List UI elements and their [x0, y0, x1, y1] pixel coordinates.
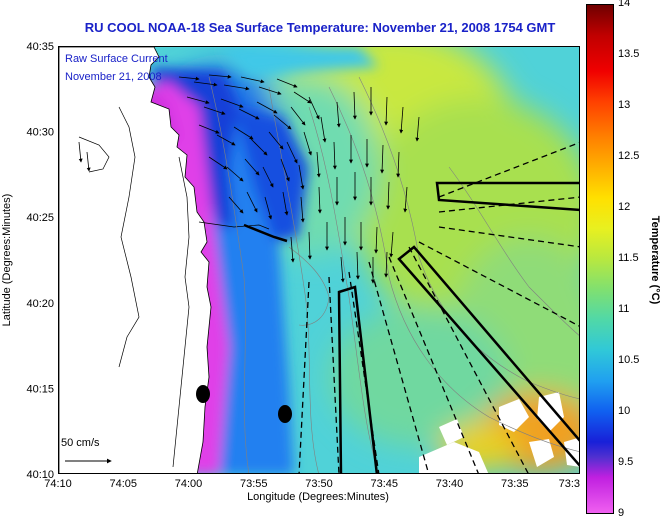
y-tick-label: 40:30 [26, 127, 54, 139]
map-title: RU COOL NOAA-18 Sea Surface Temperature:… [84, 20, 556, 35]
y-tick-label: 40:20 [26, 298, 54, 310]
x-tick-label: 74:00 [175, 478, 203, 490]
x-axis-title: Longitude (Degrees:Minutes) [247, 491, 389, 503]
colorbar-tick-label: 12.5 [618, 150, 640, 162]
y-tick-label: 40:10 [26, 469, 54, 481]
colorbar-tick-label: 12 [618, 201, 631, 213]
x-tick-label: 73:35 [501, 478, 529, 490]
y-tick-label: 40:25 [26, 212, 54, 224]
colorbar-tick-label: 10.5 [618, 354, 640, 366]
colorbar-tick-label: 13 [618, 99, 631, 111]
sst-map: Raw Surface Current November 21, 2008 50… [58, 46, 580, 474]
x-tick-label: 73:40 [436, 478, 464, 490]
y-tick-label: 40:35 [26, 41, 54, 53]
colorbar-tick-label: 10 [618, 405, 631, 417]
station-marker [278, 405, 292, 423]
y-axis-title: Latitude (Degrees:Minutes) [1, 194, 13, 327]
station-marker [196, 385, 210, 403]
inland-coast [118, 106, 140, 368]
survey-polygons [243, 181, 579, 473]
barrier-island [172, 156, 190, 468]
x-tick-label: 73:55 [240, 478, 268, 490]
cloud-mask [419, 392, 579, 473]
current-vectors [78, 74, 420, 284]
colorbar-tick-label: 11 [618, 303, 630, 315]
colorbar-tick-label: 13.5 [618, 48, 640, 60]
scale-label: 50 cm/s [61, 437, 100, 449]
bathymetry-contours [208, 76, 579, 473]
legend-title: Raw Surface Current [65, 53, 168, 65]
colorbar-tick-label: 11.5 [618, 252, 639, 264]
colorbar [586, 4, 614, 514]
y-tick-labels: 40:35 40:30 40:25 40:20 40:15 40:10 [26, 41, 54, 481]
x-tick-label: 73:45 [370, 478, 398, 490]
colorbar-tick-label: 9.5 [618, 456, 634, 468]
colorbar-tick-label: 9 [618, 507, 625, 519]
colorbar-title: Temperature (°C) [649, 216, 660, 305]
y-tick-label: 40:15 [26, 383, 54, 395]
x-tick-labels: 74:10 74:05 74:00 73:55 73:50 73:45 73:40 73:35… [44, 478, 580, 490]
colorbar-tick-label: 14 [618, 0, 631, 9]
x-tick-label: 73:3 [559, 478, 580, 490]
sst-field [59, 47, 579, 473]
x-tick-label: 73:50 [305, 478, 333, 490]
sst-map-canvas [59, 47, 579, 473]
x-tick-label: 74:10 [44, 478, 72, 490]
legend-date: November 21, 2008 [65, 71, 162, 83]
x-tick-label: 74:05 [109, 478, 137, 490]
